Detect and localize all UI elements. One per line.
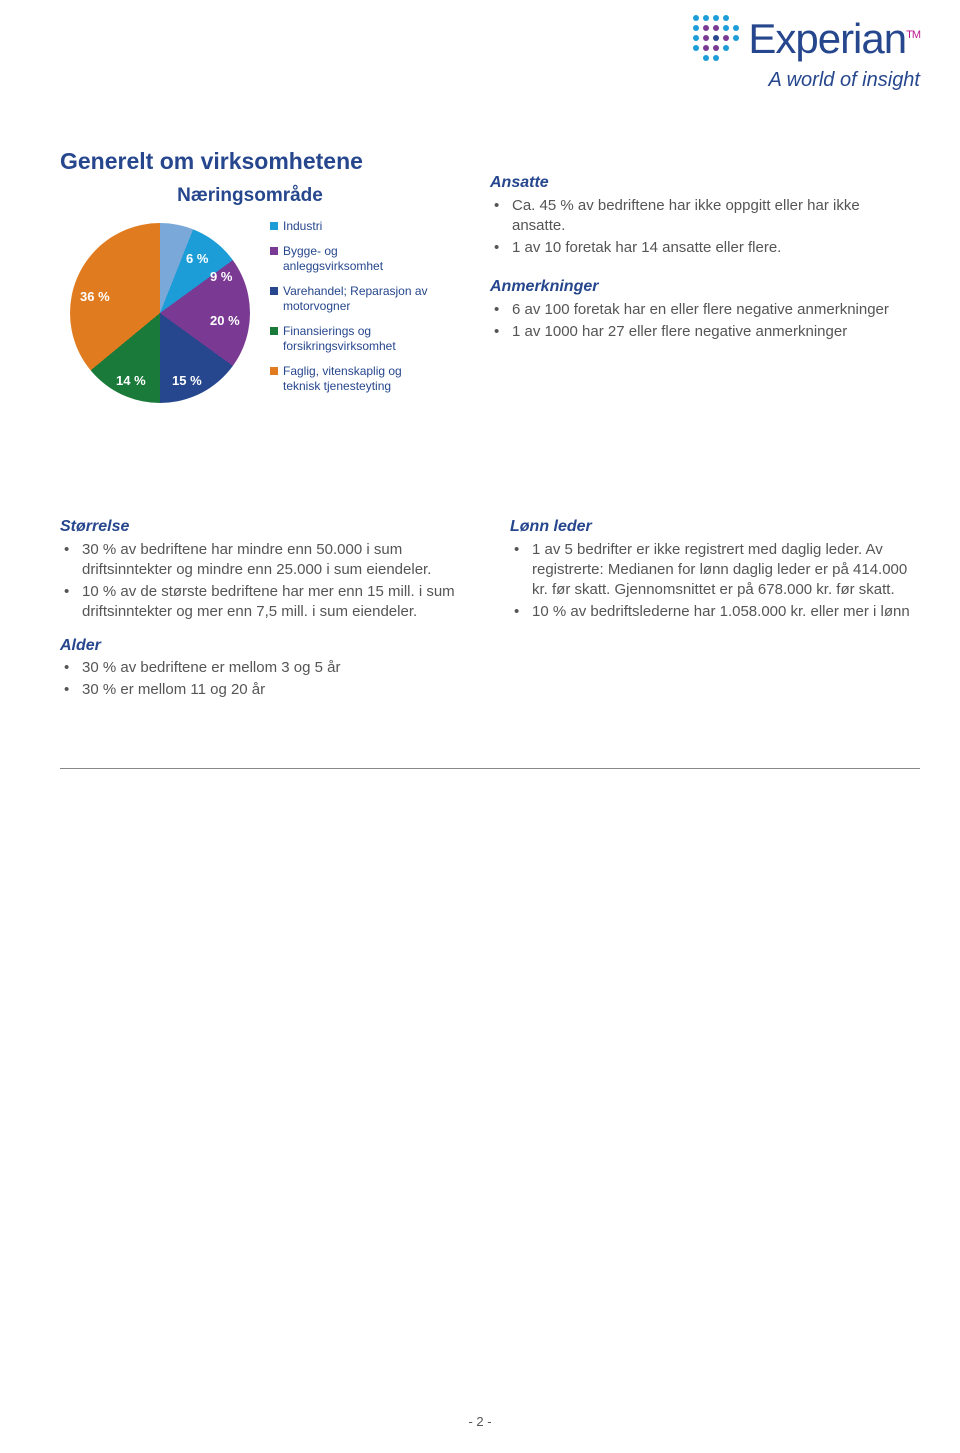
lower-columns: Størrelse 30 % av bedriftene har mindre … xyxy=(60,516,920,703)
legend-label: Varehandel; Reparasjon av motorvogner xyxy=(283,284,440,314)
legend-item: Bygge- og anleggsvirksomhet xyxy=(270,244,440,274)
storrelse-list: 30 % av bedriftene har mindre enn 50.000… xyxy=(60,540,460,623)
legend-item: Industri xyxy=(270,219,440,234)
list-item: 1 av 10 foretak har 14 ansatte eller fle… xyxy=(512,238,900,258)
alder-list: 30 % av bedriftene er mellom 3 og 5 år30… xyxy=(60,658,460,701)
legend-item: Finansierings og forsikringsvirksomhet xyxy=(270,324,440,354)
slice-label: 36 % xyxy=(80,289,110,304)
trademark-icon: TM xyxy=(906,29,920,41)
slice-label: 14 % xyxy=(116,373,146,388)
page-title: Generelt om virksomhetene xyxy=(60,148,363,175)
list-item: 30 % av bedriftene er mellom 3 og 5 år xyxy=(82,658,460,678)
list-item: 6 av 100 foretak har en eller flere nega… xyxy=(512,300,900,320)
anmerkninger-list: 6 av 100 foretak har en eller flere nega… xyxy=(490,300,900,343)
anmerkninger-heading: Anmerkninger xyxy=(490,276,900,298)
list-item: 1 av 1000 har 27 eller flere negative an… xyxy=(512,322,900,342)
ansatte-block: Ansatte Ca. 45 % av bedriftene har ikke … xyxy=(490,172,900,258)
legend-label: Bygge- og anleggsvirksomhet xyxy=(283,244,440,274)
anmerkninger-block: Anmerkninger 6 av 100 foretak har en ell… xyxy=(490,276,900,342)
pie-chart-section: Næringsområde 6 % 9 % 20 % 15 % 14 % 36 … xyxy=(60,185,440,413)
list-item: 30 % av bedriftene har mindre enn 50.000… xyxy=(82,540,460,581)
slice-label: 20 % xyxy=(210,313,240,328)
alder-heading: Alder xyxy=(60,635,460,657)
right-text-column: Ansatte Ca. 45 % av bedriftene har ikke … xyxy=(490,172,900,344)
legend-swatch xyxy=(270,247,278,255)
chart-legend: Industri Bygge- og anleggsvirksomhet Vareh… xyxy=(270,213,440,413)
logo-wordmark: ExperianTM xyxy=(748,18,920,60)
list-item: 10 % av bedriftslederne har 1.058.000 kr… xyxy=(532,602,910,622)
legend-swatch xyxy=(270,327,278,335)
left-lower-column: Størrelse 30 % av bedriftene har mindre … xyxy=(60,516,460,703)
list-item: 1 av 5 bedrifter er ikke registrert med … xyxy=(532,540,910,601)
list-item: 30 % er mellom 11 og 20 år xyxy=(82,680,460,700)
chart-title: Næringsområde xyxy=(60,185,440,207)
logo: ExperianTM xyxy=(688,10,920,67)
lonn-heading: Lønn leder xyxy=(510,516,910,538)
ansatte-list: Ca. 45 % av bedriftene har ikke oppgitt … xyxy=(490,196,900,259)
brand-header: ExperianTM A world of insight xyxy=(688,10,920,92)
legend-label: Industri xyxy=(283,219,322,234)
legend-swatch xyxy=(270,222,278,230)
logo-dots-icon xyxy=(688,10,740,67)
section-divider xyxy=(60,768,920,769)
legend-item: Varehandel; Reparasjon av motorvogner xyxy=(270,284,440,314)
logo-tagline: A world of insight xyxy=(688,69,920,92)
storrelse-heading: Størrelse xyxy=(60,516,460,538)
legend-swatch xyxy=(270,367,278,375)
slice-label: 6 % xyxy=(186,251,208,266)
lonn-list: 1 av 5 bedrifter er ikke registrert med … xyxy=(510,540,910,623)
list-item: Ca. 45 % av bedriftene har ikke oppgitt … xyxy=(512,196,900,237)
pie-chart: 6 % 9 % 20 % 15 % 14 % 36 % xyxy=(60,213,260,413)
right-lower-column: Lønn leder 1 av 5 bedrifter er ikke regi… xyxy=(510,516,910,703)
legend-swatch xyxy=(270,287,278,295)
slice-label: 9 % xyxy=(210,269,232,284)
legend-label: Faglig, vitenskaplig og teknisk tjeneste… xyxy=(283,364,440,394)
list-item: 10 % av de største bedriftene har mer en… xyxy=(82,582,460,623)
legend-item: Faglig, vitenskaplig og teknisk tjeneste… xyxy=(270,364,440,394)
slice-label: 15 % xyxy=(172,373,202,388)
legend-label: Finansierings og forsikringsvirksomhet xyxy=(283,324,440,354)
ansatte-heading: Ansatte xyxy=(490,172,900,194)
page-number: - 2 - xyxy=(0,1414,960,1429)
